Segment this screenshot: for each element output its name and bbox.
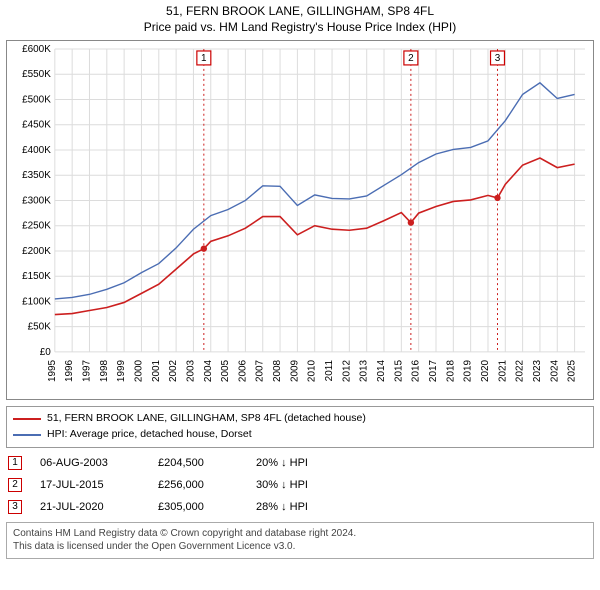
- event-date: 17-JUL-2015: [40, 479, 140, 491]
- event-price: £204,500: [158, 457, 238, 469]
- event-marker-icon: 2: [8, 478, 22, 492]
- svg-text:1: 1: [201, 53, 207, 64]
- svg-text:2: 2: [408, 53, 414, 64]
- legend-swatch: [13, 418, 41, 420]
- svg-text:£500K: £500K: [22, 94, 51, 105]
- svg-text:1995: 1995: [47, 359, 58, 382]
- svg-text:2009: 2009: [289, 359, 300, 382]
- svg-text:£400K: £400K: [22, 145, 51, 156]
- svg-text:2016: 2016: [411, 359, 422, 382]
- footer-line: Contains HM Land Registry data © Crown c…: [13, 527, 587, 541]
- event-row: 2 17-JUL-2015 £256,000 30% ↓ HPI: [6, 478, 594, 492]
- svg-text:2014: 2014: [376, 359, 387, 382]
- svg-text:£550K: £550K: [22, 69, 51, 80]
- svg-text:2003: 2003: [185, 359, 196, 382]
- footer-attribution: Contains HM Land Registry data © Crown c…: [6, 522, 594, 559]
- svg-text:2001: 2001: [151, 359, 162, 382]
- svg-text:2006: 2006: [237, 359, 248, 382]
- svg-text:£350K: £350K: [22, 170, 51, 181]
- legend-label: 51, FERN BROOK LANE, GILLINGHAM, SP8 4FL…: [47, 411, 366, 427]
- svg-text:£600K: £600K: [22, 44, 51, 55]
- svg-text:1997: 1997: [81, 359, 92, 382]
- svg-text:2012: 2012: [341, 359, 352, 382]
- event-price: £305,000: [158, 501, 238, 513]
- svg-text:2004: 2004: [203, 359, 214, 382]
- event-row: 1 06-AUG-2003 £204,500 20% ↓ HPI: [6, 456, 594, 470]
- svg-text:2023: 2023: [532, 359, 543, 382]
- svg-text:£100K: £100K: [22, 296, 51, 307]
- svg-text:2018: 2018: [445, 359, 456, 382]
- chart-area: £0 £50K £100K £150K £200K £250K £300K £350K £400…: [6, 40, 594, 400]
- event-price: £256,000: [158, 479, 238, 491]
- svg-text:2005: 2005: [220, 359, 231, 382]
- legend: 51, FERN BROOK LANE, GILLINGHAM, SP8 4FL…: [6, 406, 594, 448]
- svg-text:£50K: £50K: [28, 322, 52, 333]
- svg-text:2021: 2021: [497, 359, 508, 382]
- svg-text:1998: 1998: [99, 359, 110, 382]
- svg-text:£300K: £300K: [22, 195, 51, 206]
- svg-text:2019: 2019: [463, 359, 474, 382]
- svg-text:£200K: £200K: [22, 246, 51, 257]
- event-marker-icon: 1: [8, 456, 22, 470]
- svg-text:£150K: £150K: [22, 271, 51, 282]
- chart-title-block: 51, FERN BROOK LANE, GILLINGHAM, SP8 4FL…: [6, 4, 594, 34]
- event-row: 3 21-JUL-2020 £305,000 28% ↓ HPI: [6, 500, 594, 514]
- svg-text:£0: £0: [40, 347, 52, 358]
- event-delta: 20% ↓ HPI: [256, 457, 308, 469]
- svg-text:2017: 2017: [428, 359, 439, 382]
- svg-text:2022: 2022: [515, 359, 526, 382]
- legend-label: HPI: Average price, detached house, Dors…: [47, 427, 252, 443]
- events-table: 1 06-AUG-2003 £204,500 20% ↓ HPI 2 17-JU…: [6, 456, 594, 514]
- svg-text:2008: 2008: [272, 359, 283, 382]
- legend-row: HPI: Average price, detached house, Dors…: [13, 427, 587, 443]
- svg-text:2020: 2020: [480, 359, 491, 382]
- svg-text:2010: 2010: [307, 359, 318, 382]
- event-delta: 30% ↓ HPI: [256, 479, 308, 491]
- svg-text:£250K: £250K: [22, 221, 51, 232]
- svg-text:2007: 2007: [255, 359, 266, 382]
- event-delta: 28% ↓ HPI: [256, 501, 308, 513]
- event-date: 21-JUL-2020: [40, 501, 140, 513]
- svg-text:1999: 1999: [116, 359, 127, 382]
- event-date: 06-AUG-2003: [40, 457, 140, 469]
- chart-subtitle: Price paid vs. HM Land Registry's House …: [6, 20, 594, 34]
- footer-line: This data is licensed under the Open Gov…: [13, 540, 587, 554]
- svg-text:2011: 2011: [324, 359, 335, 381]
- svg-text:2025: 2025: [567, 359, 578, 382]
- legend-swatch: [13, 434, 41, 436]
- svg-text:1996: 1996: [64, 359, 75, 382]
- legend-row: 51, FERN BROOK LANE, GILLINGHAM, SP8 4FL…: [13, 411, 587, 427]
- svg-text:£450K: £450K: [22, 120, 51, 131]
- svg-text:3: 3: [495, 53, 501, 64]
- chart-svg: £0 £50K £100K £150K £200K £250K £300K £350K £400…: [7, 41, 593, 400]
- svg-text:2002: 2002: [168, 359, 179, 382]
- chart-title: 51, FERN BROOK LANE, GILLINGHAM, SP8 4FL: [6, 4, 594, 18]
- svg-text:2000: 2000: [133, 359, 144, 382]
- event-marker-icon: 3: [8, 500, 22, 514]
- svg-text:2015: 2015: [393, 359, 404, 382]
- svg-text:2024: 2024: [549, 359, 560, 382]
- svg-text:2013: 2013: [359, 359, 370, 382]
